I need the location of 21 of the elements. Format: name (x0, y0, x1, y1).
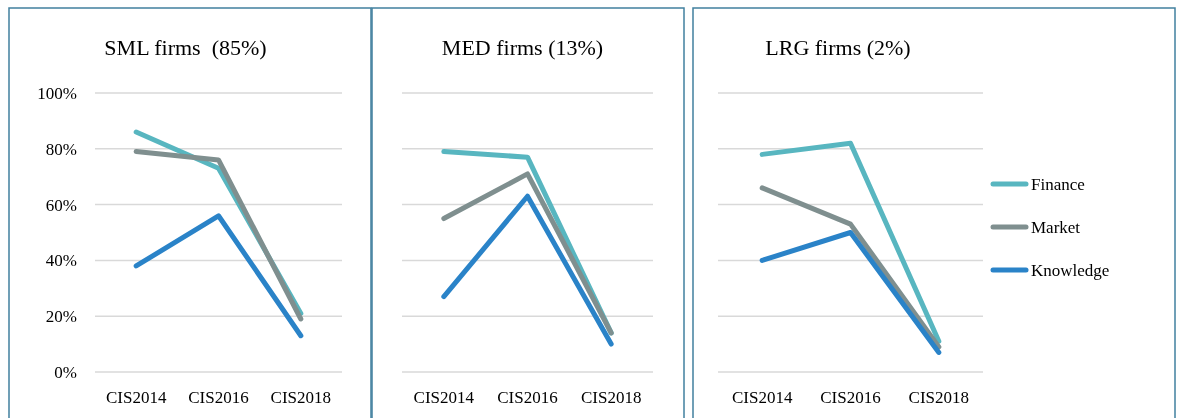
chart-title: MED firms (13%) (441, 35, 604, 60)
x-tick-label: CIS2016 (497, 388, 558, 407)
y-tick-label: 60% (45, 195, 77, 215)
chart-title: LRG firms (2%) (765, 35, 911, 60)
legend-label: Finance (1031, 174, 1085, 194)
y-tick-label: 100% (37, 83, 77, 103)
x-tick-label: CIS2014 (731, 388, 793, 407)
legend-label: Knowledge (1031, 260, 1110, 280)
x-tick-label: CIS2018 (908, 388, 970, 407)
x-tick-label: CIS2016 (820, 388, 881, 407)
x-tick-label: CIS2018 (270, 388, 332, 407)
y-tick-label: 0% (54, 362, 77, 382)
chart-title: SML firms (85%) (104, 35, 267, 60)
x-tick-label: CIS2014 (105, 388, 167, 407)
y-tick-label: 80% (45, 139, 77, 159)
x-tick-label: CIS2018 (580, 388, 642, 407)
y-tick-label: 20% (45, 307, 77, 327)
x-tick-label: CIS2016 (188, 388, 249, 407)
y-tick-label: 40% (45, 251, 77, 271)
legend-label: Market (1031, 217, 1081, 237)
x-tick-label: CIS2014 (413, 388, 475, 407)
